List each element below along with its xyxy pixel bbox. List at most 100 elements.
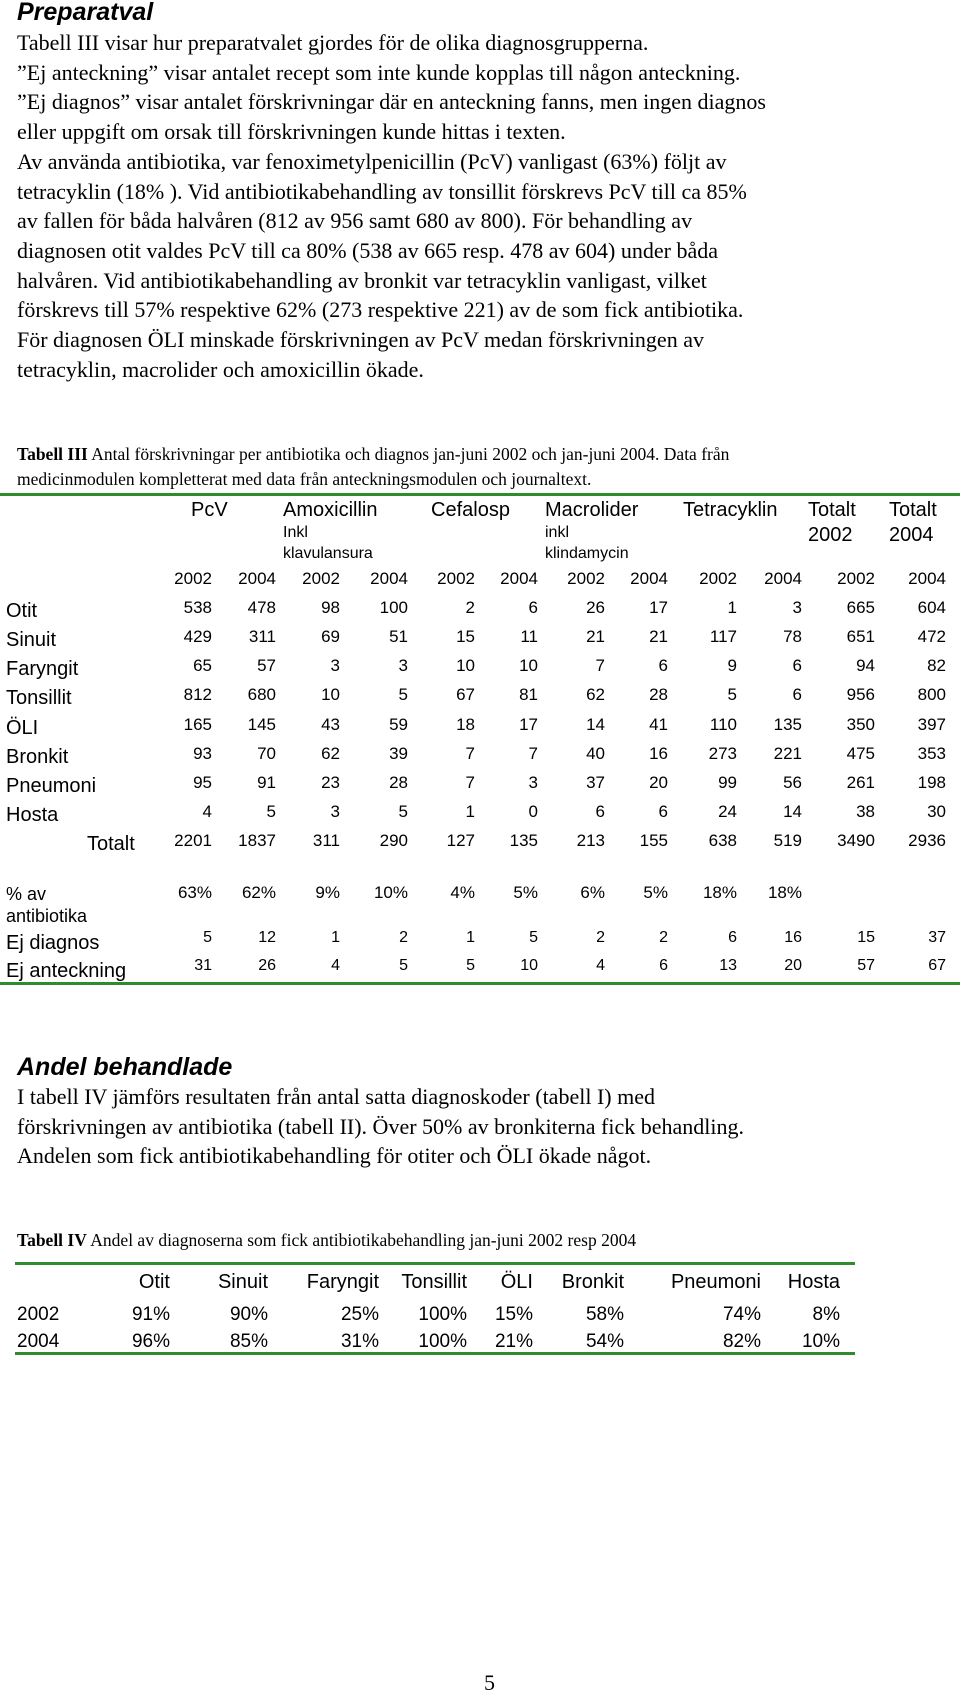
section2-paragraph: I tabell IV jämförs resultaten från anta… <box>17 1082 957 1171</box>
year-header: 2002 <box>437 569 475 588</box>
table-cell: 23 <box>321 773 340 792</box>
table-cell: 1 <box>465 802 475 821</box>
table-cell: 28 <box>649 685 668 704</box>
table-cell: 62% <box>241 883 276 902</box>
table-cell: 15 <box>857 929 875 946</box>
table-cell: 59 <box>389 715 408 734</box>
table4-caption-label: Tabell IV <box>17 1230 87 1250</box>
table-cell: 10% <box>801 1331 840 1352</box>
table-cell: 213 <box>576 831 605 850</box>
column-group-subheader: Inkl <box>283 524 308 541</box>
table-cell: 95 <box>193 773 212 792</box>
table-cell: 12 <box>258 929 276 946</box>
column-group-subheader: 2002 <box>808 524 853 546</box>
table-cell: 91% <box>131 1304 170 1325</box>
paragraph-line: För diagnosen ÖLI minskade förskrivninge… <box>17 327 704 353</box>
table-cell: 62 <box>586 685 605 704</box>
table-cell: 16 <box>784 929 802 946</box>
table-cell: 1 <box>466 929 475 946</box>
table-cell: 26 <box>586 598 605 617</box>
table-cell: 26 <box>258 957 276 974</box>
row-label: Sinuit <box>6 629 57 651</box>
table-cell: 353 <box>917 744 946 763</box>
table-cell: 54% <box>585 1331 624 1352</box>
table-cell: 67 <box>928 957 946 974</box>
table-cell: 38 <box>856 802 875 821</box>
year-header: 2004 <box>630 569 668 588</box>
table-cell: 96% <box>131 1331 170 1352</box>
row-label: Totalt <box>87 833 135 855</box>
table3-caption: Tabell III Antal förskrivningar per anti… <box>17 442 729 466</box>
table3-bottom-rule <box>0 982 960 985</box>
table-cell: 1 <box>727 598 737 617</box>
table-cell: 5 <box>466 957 475 974</box>
table-cell: 145 <box>247 715 276 734</box>
paragraph-line: diagnosen otit valdes PcV till ca 80% (5… <box>17 237 718 263</box>
year-header: 2002 <box>837 569 875 588</box>
column-header: Faryngit <box>306 1271 379 1293</box>
column-group-subheader: klavulansura <box>283 545 373 562</box>
table-cell: 4% <box>450 883 475 902</box>
table-cell: 93 <box>193 744 212 763</box>
paragraph-line: Av använda antibiotika, var fenoximetylp… <box>17 148 727 174</box>
row-label: Ej anteckning <box>6 960 127 982</box>
table-cell: 3 <box>528 773 538 792</box>
section1-paragraph: Tabell III visar hur preparatvalet gjord… <box>17 28 957 384</box>
paragraph-line: förskrivningen av antibiotika (tabell II… <box>17 1113 744 1139</box>
table-cell: 9 <box>727 656 737 675</box>
table-cell: 78 <box>783 627 802 646</box>
column-header: Otit <box>138 1271 170 1293</box>
table-cell: 28 <box>389 773 408 792</box>
table-cell: 2 <box>596 929 605 946</box>
table-cell: 65 <box>193 656 212 675</box>
table-cell: 117 <box>709 627 737 646</box>
table-cell: 14 <box>586 715 605 734</box>
table-cell: 25% <box>340 1304 379 1325</box>
table-cell: 81 <box>519 685 538 704</box>
paragraph-line: Tabell III visar hur preparatvalet gjord… <box>17 30 649 55</box>
table-cell: 10 <box>321 685 340 704</box>
table-cell: 69 <box>321 627 340 646</box>
table-cell: 273 <box>708 744 737 763</box>
column-group-header: Macrolider <box>545 499 639 521</box>
table-cell: 16 <box>649 744 668 763</box>
table-cell: 3 <box>330 656 340 675</box>
table-cell: 3 <box>792 598 802 617</box>
table-cell: 604 <box>917 598 946 617</box>
table-cell: 67 <box>456 685 475 704</box>
table-cell: 5% <box>643 883 668 902</box>
paragraph-line: I tabell IV jämförs resultaten från anta… <box>17 1084 655 1109</box>
table-cell: 6 <box>658 802 668 821</box>
table-cell: 51 <box>389 627 408 646</box>
row-label: ÖLI <box>6 717 39 739</box>
table4-caption: Tabell IV Andel av diagnoserna som fick … <box>17 1228 636 1252</box>
row-label: Faryngit <box>6 658 79 680</box>
table-cell: 18% <box>702 883 737 902</box>
year-header: 2002 <box>302 569 340 588</box>
paragraph-line: Andelen som fick antibiotikabehandling f… <box>17 1143 652 1169</box>
table-cell: 800 <box>917 685 946 704</box>
table-cell: 5 <box>266 802 276 821</box>
table-cell: 17 <box>649 598 668 617</box>
row-label: Pneumoni <box>6 775 97 797</box>
table-cell: 8% <box>812 1304 840 1325</box>
table-cell: 58% <box>585 1304 624 1325</box>
table-cell: 350 <box>846 715 875 734</box>
table-cell: 63% <box>177 883 212 902</box>
year-header: 2004 <box>370 569 408 588</box>
year-header: 2002 <box>174 569 212 588</box>
table-cell: 135 <box>773 715 802 734</box>
table-cell: 18% <box>767 883 802 902</box>
table-cell: 74% <box>722 1304 761 1325</box>
table-cell: 90% <box>229 1304 268 1325</box>
table-cell: 5 <box>398 802 408 821</box>
table-cell: 478 <box>247 598 276 617</box>
column-group-header: Totalt <box>889 499 937 521</box>
table-cell: 311 <box>312 831 340 850</box>
table-cell: 7 <box>595 656 605 675</box>
table-cell: 0 <box>528 802 538 821</box>
table-cell: 100% <box>418 1304 467 1325</box>
paragraph-line: ”Ej anteckning” visar antalet recept som… <box>17 59 741 85</box>
column-group-header: PcV <box>191 499 228 521</box>
table-cell: 10 <box>456 656 475 675</box>
